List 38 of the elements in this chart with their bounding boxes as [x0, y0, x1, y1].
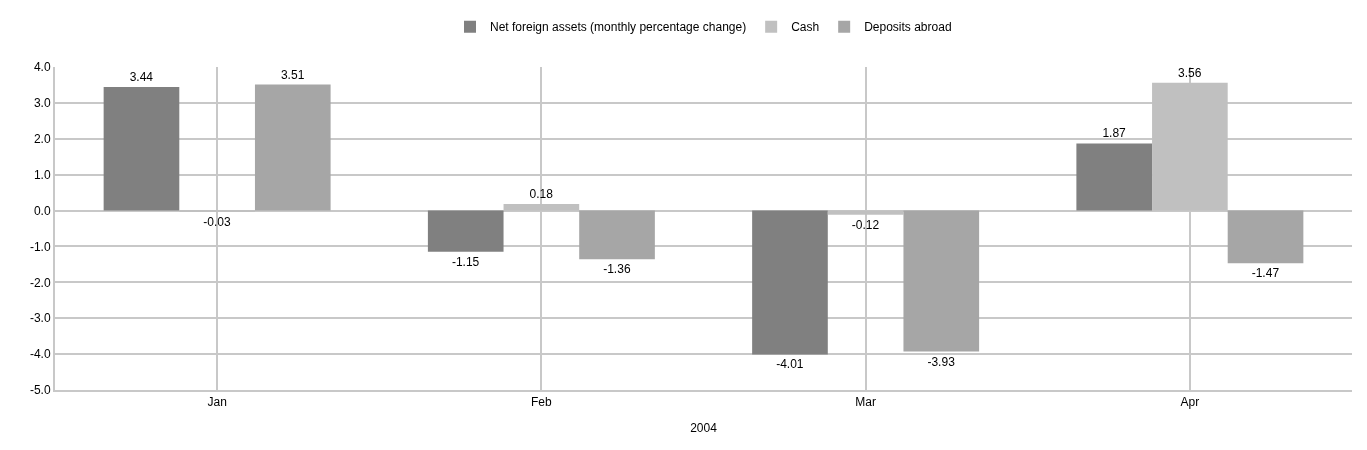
- legend-label: Deposits abroad: [864, 20, 952, 35]
- data-label: 3.56: [1178, 65, 1202, 80]
- bar: [427, 210, 504, 252]
- bar: [579, 210, 655, 260]
- data-label: -1.15: [451, 254, 480, 269]
- y-tick-label: 0.0: [33, 203, 51, 218]
- y-tick-label: 4.0: [33, 60, 51, 75]
- data-label: -4.01: [776, 357, 804, 372]
- y-tick-label: -5.0: [29, 383, 51, 398]
- x-axis-title: 2004: [690, 420, 718, 435]
- y-tick-label: -3.0: [29, 311, 51, 326]
- y-tick-label: -1.0: [29, 239, 51, 254]
- data-label: -0.12: [851, 217, 880, 232]
- x-tick-label: Feb: [531, 395, 553, 410]
- data-label: 1.87: [1102, 126, 1127, 141]
- data-label: 3.44: [129, 70, 154, 85]
- x-tick-label: Mar: [855, 395, 876, 410]
- bar: [752, 210, 828, 355]
- bar: [103, 87, 180, 211]
- y-tick-label: 3.0: [33, 96, 51, 111]
- data-label: 0.18: [529, 187, 554, 202]
- data-label: -3.93: [927, 354, 956, 369]
- x-tick-label: Apr: [1180, 395, 1200, 410]
- legend-label: Net foreign assets (monthly percentage change): [490, 20, 747, 35]
- x-tick-label: Jan: [207, 395, 227, 410]
- y-tick-label: -4.0: [29, 347, 51, 362]
- legend-label: Cash: [791, 20, 820, 35]
- y-tick-label: 2.0: [33, 131, 51, 146]
- data-label: -1.36: [603, 262, 631, 277]
- bar: [1227, 210, 1304, 264]
- y-tick-label: -2.0: [29, 275, 51, 290]
- y-tick-label: 1.0: [33, 167, 51, 182]
- bar: [1076, 143, 1153, 211]
- data-label: -1.47: [1251, 266, 1280, 281]
- bar: [254, 84, 331, 211]
- data-label: -0.03: [203, 215, 231, 229]
- bar: [903, 210, 980, 352]
- data-label: 3.51: [280, 67, 305, 82]
